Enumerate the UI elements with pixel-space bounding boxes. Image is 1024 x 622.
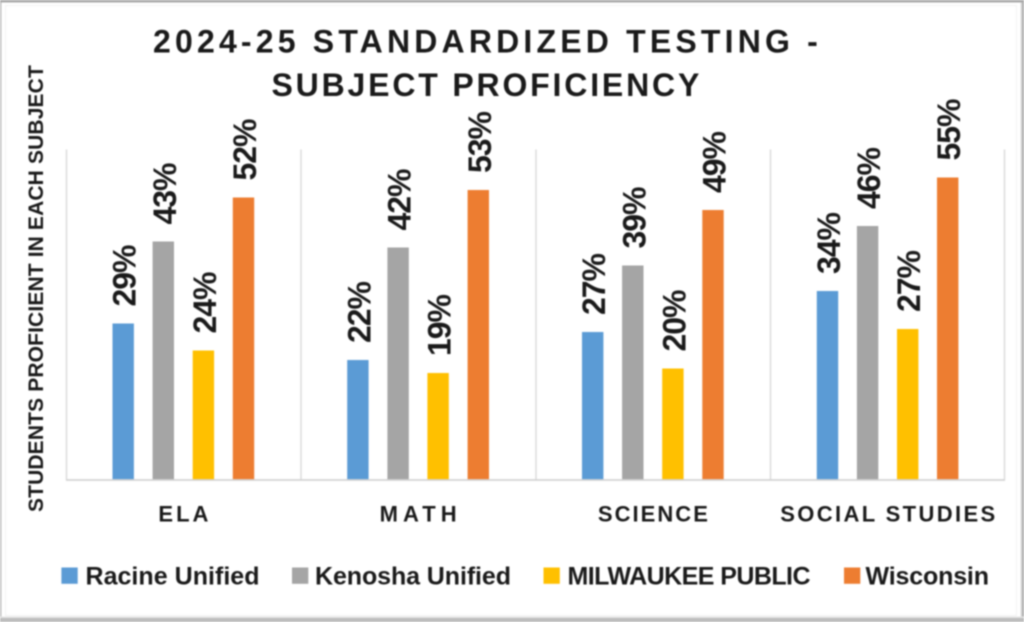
svg-text:19%: 19% <box>422 294 458 356</box>
svg-text:24%: 24% <box>187 272 223 334</box>
svg-text:27%: 27% <box>576 253 612 315</box>
svg-text:MILWAUKEE PUBLIC: MILWAUKEE PUBLIC <box>568 563 811 591</box>
svg-text:52%: 52% <box>227 119 263 181</box>
svg-text:55%: 55% <box>931 99 967 161</box>
svg-text:42%: 42% <box>382 169 418 231</box>
svg-text:20%: 20% <box>656 290 692 352</box>
svg-text:53%: 53% <box>462 111 498 173</box>
svg-text:49%: 49% <box>697 131 733 193</box>
svg-text:34%: 34% <box>811 212 847 274</box>
svg-text:SOCIAL STUDIES: SOCIAL STUDIES <box>780 502 995 527</box>
svg-text:2024-25 STANDARDIZED TESTING -: 2024-25 STANDARDIZED TESTING - <box>153 24 821 60</box>
svg-text:46%: 46% <box>851 147 887 209</box>
svg-text:22%: 22% <box>341 281 377 343</box>
svg-text:SCIENCE: SCIENCE <box>598 502 708 527</box>
svg-text:SUBJECT PROFICIENCY: SUBJECT PROFICIENCY <box>272 67 703 103</box>
svg-text:Wisconsin: Wisconsin <box>866 563 990 591</box>
svg-text:29%: 29% <box>107 245 143 307</box>
svg-text:ELA: ELA <box>158 502 208 527</box>
svg-text:Racine Unified: Racine Unified <box>86 563 260 591</box>
svg-text:39%: 39% <box>616 187 652 249</box>
svg-text:Kenosha Unified: Kenosha Unified <box>315 563 511 591</box>
svg-text:43%: 43% <box>147 163 183 225</box>
svg-text:27%: 27% <box>891 250 927 312</box>
svg-text:STUDENTS PROFICIENT IN EACH SU: STUDENTS PROFICIENT IN EACH SUBJECT <box>25 65 48 512</box>
